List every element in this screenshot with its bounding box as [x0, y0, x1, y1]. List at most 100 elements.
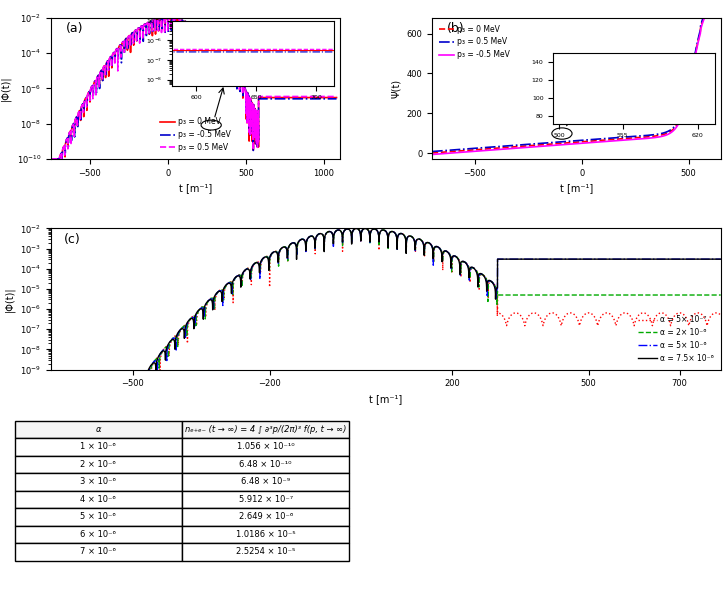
p₃ = -0.5 MeV	[221, 56, 229, 63]
X-axis label: t [m⁻¹]: t [m⁻¹]	[369, 394, 403, 404]
p₃ = 0 MeV	[89, 83, 98, 90]
p₃ = -0.5 MeV	[497, 146, 506, 153]
Y-axis label: Ψ(t): Ψ(t)	[391, 79, 401, 98]
α = 5× 10⁻⁷	[454, 255, 462, 262]
p₃ = -0.5 MeV	[494, 146, 503, 153]
p₃ = 0 MeV	[197, 28, 205, 35]
α = 5× 10⁻⁶	[220, 285, 229, 292]
p₃ = -0.5 MeV	[496, 146, 505, 153]
p₃ = 0 MeV	[162, 14, 171, 21]
α = 5× 10⁻⁷	[82, 387, 90, 394]
p₃ = 0.5 MeV	[197, 28, 205, 35]
p₃ = 0.5 MeV	[497, 143, 506, 150]
p₃ = -0.5 MeV	[427, 151, 436, 158]
Legend: p₃ = 0 MeV, p₃ = -0.5 MeV, p₃ = 0.5 MeV: p₃ = 0 MeV, p₃ = -0.5 MeV, p₃ = 0.5 MeV	[157, 115, 234, 155]
p₃ = 0 MeV	[497, 144, 506, 151]
α = 5× 10⁻⁶	[146, 363, 154, 371]
α = 7.5× 10⁻⁶	[47, 387, 55, 394]
Line: p₃ = 0 MeV: p₃ = 0 MeV	[432, 0, 719, 153]
p₃ = 0 MeV	[494, 145, 503, 152]
p₃ = -0.5 MeV	[62, 138, 71, 145]
p₃ = -0.5 MeV	[536, 143, 545, 150]
p₃ = 0.5 MeV	[556, 138, 565, 145]
p₃ = -0.5 MeV	[47, 155, 55, 163]
α = 5× 10⁻⁷	[361, 225, 370, 232]
p₃ = -0.5 MeV	[193, 25, 202, 32]
p₃ = 0 MeV	[120, 38, 129, 45]
α = 5× 10⁻⁶	[361, 225, 370, 232]
α = 5× 10⁻⁷	[220, 289, 229, 296]
α = 2× 10⁻⁶	[47, 387, 55, 394]
α = 2× 10⁻⁶	[454, 255, 462, 262]
α = 5× 10⁻⁷	[389, 229, 398, 236]
α = 7.5× 10⁻⁶	[146, 363, 154, 370]
Text: (c): (c)	[64, 233, 81, 246]
α = 7.5× 10⁻⁶	[716, 255, 725, 262]
α = 7.5× 10⁻⁶	[82, 387, 90, 394]
p₃ = -0.5 MeV	[556, 141, 565, 148]
p₃ = 0.5 MeV	[536, 140, 545, 147]
α = 7.5× 10⁻⁶	[454, 256, 462, 263]
Line: α = 2× 10⁻⁶: α = 2× 10⁻⁶	[51, 229, 721, 390]
p₃ = 0.5 MeV	[165, 14, 174, 21]
p₃ = 0.5 MeV	[332, 93, 341, 100]
p₃ = 0 MeV	[221, 54, 229, 61]
α = 5× 10⁻⁶	[399, 231, 408, 238]
Text: (b): (b)	[446, 22, 464, 35]
Line: α = 5× 10⁻⁷: α = 5× 10⁻⁷	[51, 229, 721, 390]
p₃ = 0 MeV	[427, 150, 436, 157]
α = 2× 10⁻⁶	[361, 225, 370, 232]
p₃ = -0.5 MeV	[197, 27, 205, 34]
Text: (a): (a)	[66, 22, 83, 35]
p₃ = 0 MeV	[496, 144, 505, 151]
α = 5× 10⁻⁶	[454, 255, 462, 262]
α = 7.5× 10⁻⁶	[361, 225, 370, 232]
p₃ = 0.5 MeV	[89, 82, 98, 89]
p₃ = 0.5 MeV	[62, 138, 71, 145]
Y-axis label: |Φ(t)|: |Φ(t)|	[1, 76, 11, 101]
p₃ = 0 MeV	[47, 155, 55, 163]
α = 2× 10⁻⁶	[389, 229, 398, 236]
X-axis label: t [m⁻¹]: t [m⁻¹]	[178, 183, 212, 193]
p₃ = 0 MeV	[536, 141, 545, 148]
α = 2× 10⁻⁶	[399, 231, 408, 238]
p₃ = 0 MeV	[556, 140, 565, 147]
α = 5× 10⁻⁶	[716, 255, 725, 262]
Legend: α = 5× 10⁻⁷, α = 2× 10⁻⁶, α = 5× 10⁻⁶, α = 7.5× 10⁻⁶: α = 5× 10⁻⁷, α = 2× 10⁻⁶, α = 5× 10⁻⁶, α…	[635, 312, 717, 366]
Y-axis label: |Φ(t)|: |Φ(t)|	[4, 286, 15, 312]
p₃ = 0.5 MeV	[494, 143, 503, 150]
Line: p₃ = 0.5 MeV: p₃ = 0.5 MeV	[432, 0, 719, 151]
p₃ = 0.5 MeV	[427, 148, 436, 155]
α = 5× 10⁻⁶	[82, 387, 90, 394]
α = 5× 10⁻⁶	[389, 229, 398, 236]
p₃ = 0 MeV	[193, 24, 202, 31]
p₃ = 0.5 MeV	[193, 24, 202, 31]
α = 2× 10⁻⁶	[220, 287, 229, 294]
p₃ = -0.5 MeV	[89, 89, 98, 96]
α = 7.5× 10⁻⁶	[220, 284, 229, 291]
α = 5× 10⁻⁶	[47, 387, 55, 394]
α = 5× 10⁻⁷	[47, 387, 55, 394]
α = 2× 10⁻⁶	[146, 368, 154, 375]
Line: α = 7.5× 10⁻⁶: α = 7.5× 10⁻⁶	[51, 229, 721, 390]
α = 5× 10⁻⁷	[146, 367, 154, 374]
p₃ = 0.5 MeV	[496, 143, 505, 150]
p₃ = 0.5 MeV	[47, 155, 55, 163]
p₃ = 0.5 MeV	[221, 53, 229, 60]
Line: α = 5× 10⁻⁶: α = 5× 10⁻⁶	[51, 229, 721, 390]
Line: p₃ = 0.5 MeV: p₃ = 0.5 MeV	[51, 18, 336, 159]
p₃ = -0.5 MeV	[120, 39, 129, 46]
α = 5× 10⁻⁷	[716, 311, 725, 319]
X-axis label: t [m⁻¹]: t [m⁻¹]	[560, 183, 593, 193]
Line: p₃ = 0 MeV: p₃ = 0 MeV	[51, 18, 336, 159]
p₃ = -0.5 MeV	[332, 95, 341, 102]
p₃ = -0.5 MeV	[162, 14, 171, 21]
Line: p₃ = -0.5 MeV: p₃ = -0.5 MeV	[432, 0, 719, 154]
α = 7.5× 10⁻⁶	[399, 231, 408, 238]
p₃ = 0 MeV	[332, 94, 341, 101]
Legend: p₃ = 0 MeV, p₃ = 0.5 MeV, p₃ = -0.5 MeV: p₃ = 0 MeV, p₃ = 0.5 MeV, p₃ = -0.5 MeV	[436, 21, 513, 62]
α = 2× 10⁻⁶	[716, 291, 725, 298]
α = 2× 10⁻⁶	[82, 387, 90, 394]
p₃ = 0.5 MeV	[120, 37, 129, 44]
α = 7.5× 10⁻⁶	[389, 229, 398, 236]
